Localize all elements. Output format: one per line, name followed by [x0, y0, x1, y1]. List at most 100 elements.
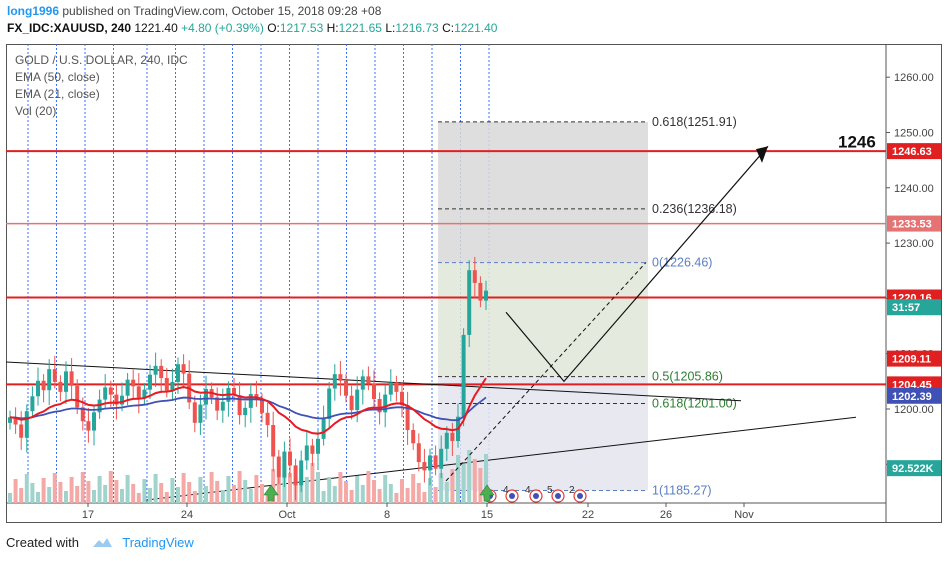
high-label: H:: [326, 21, 339, 35]
volume-bar: [366, 471, 371, 503]
volume-bar: [271, 469, 276, 503]
candle-body: [47, 369, 52, 391]
volume-bar: [164, 492, 169, 503]
candle-body: [416, 443, 421, 463]
volume-bar: [254, 475, 259, 503]
candle-body: [13, 417, 18, 425]
candle-body: [433, 455, 438, 469]
volume-bar: [176, 487, 180, 503]
volume-bar: [120, 489, 124, 503]
candle-body: [472, 270, 477, 283]
price-tag-box: [887, 387, 941, 404]
header: long1996 published on TradingView.com, O…: [0, 0, 946, 44]
event-flag-icon-center: [577, 493, 583, 499]
volume-bar: [13, 479, 18, 503]
candle-body: [310, 445, 315, 454]
volume-bar: [187, 482, 192, 503]
volume-bar: [232, 485, 236, 503]
candle-body: [299, 460, 304, 486]
up-arrow-marker-icon: [263, 484, 279, 502]
candle-body: [439, 448, 444, 469]
price-chart[interactable]: 0.618(1251.91) 0.236(1236.18) 0(1226.46) 0.…: [6, 44, 942, 523]
candle-body: [80, 407, 85, 422]
candle-body: [316, 438, 320, 454]
volume-bar: [75, 486, 80, 503]
candle-body: [103, 387, 108, 400]
candle-body: [411, 430, 416, 444]
candle-body: [428, 455, 432, 471]
candle-body: [293, 465, 298, 486]
volume-bar: [405, 488, 410, 503]
volume-bar: [422, 492, 427, 503]
volume-bar: [338, 472, 343, 503]
candle-body: [176, 364, 180, 382]
volume-bar: [428, 478, 432, 503]
ema21-line: [9, 377, 487, 435]
volume-bar: [237, 471, 242, 503]
x-tick-label: 24: [181, 509, 193, 521]
candle-body: [461, 334, 466, 417]
candle-body: [19, 424, 24, 438]
candle-body: [204, 389, 208, 405]
legend-title: GOLD / U.S. DOLLAR, 240, IDC: [15, 53, 188, 67]
candle-body: [444, 432, 449, 449]
candle-body: [120, 395, 124, 405]
volume-bar: [8, 493, 12, 503]
high-value: 1221.65: [338, 21, 382, 35]
candle-body: [58, 381, 63, 392]
footer: Created with TradingView: [6, 535, 194, 550]
low-label: L:: [385, 21, 396, 35]
volume-bar: [265, 493, 270, 503]
last-price: 1221.40: [134, 21, 178, 35]
event-count-label: 2: [569, 485, 575, 496]
volume-bar: [30, 483, 35, 503]
candle-body: [360, 376, 365, 390]
open-value: 1217.53: [279, 21, 324, 35]
candle-body: [232, 387, 236, 396]
candle-body: [394, 382, 399, 392]
tradingview-brand-link[interactable]: TradingView: [122, 535, 194, 550]
candle-body: [64, 371, 68, 392]
change-value: +4.80 (+0.39%): [181, 21, 264, 35]
volume-bar: [69, 477, 74, 503]
price-tag-label: 1246.63: [892, 146, 932, 158]
x-tick-label: 22: [582, 509, 594, 521]
event-flag-icon-center: [533, 493, 539, 499]
volume-bar: [92, 490, 96, 503]
volume-bar: [159, 483, 164, 503]
candle-body: [215, 397, 220, 411]
volume-bar: [444, 482, 449, 503]
volume-bar: [467, 450, 472, 503]
volume-bar: [461, 464, 466, 503]
volume-bar: [226, 476, 231, 503]
volume-bar: [86, 481, 91, 503]
candle-body: [237, 395, 242, 416]
legend-ema50: EMA (50, close): [15, 70, 100, 84]
candle-body: [136, 386, 141, 399]
volume-bar: [136, 493, 141, 503]
volume-bar: [377, 489, 382, 503]
volume-bar: [192, 491, 197, 503]
volume-bar: [114, 480, 119, 503]
projection-arrowhead: [756, 146, 768, 163]
volume-bar: [24, 474, 29, 503]
volume-bar: [131, 484, 136, 503]
fib-anchor-diagonal: [445, 262, 647, 482]
volume-bar: [142, 479, 147, 503]
fib-zone-upper: [438, 121, 648, 263]
candle-body: [108, 387, 113, 395]
y-tick-label: 1230.00: [894, 238, 934, 250]
candle-body: [30, 396, 35, 412]
candle-body: [327, 388, 332, 419]
fib-level-label: 1(1185.27): [652, 483, 712, 497]
author-link[interactable]: long1996: [7, 4, 60, 18]
candle-body: [467, 270, 472, 335]
candle-body: [388, 382, 393, 395]
volume-bar: [108, 471, 113, 503]
candle-body: [377, 399, 382, 413]
candle-body: [372, 383, 376, 400]
ohlc-line: FX_IDC:XAUUSD, 240 1221.40 +4.80 (+0.39%…: [7, 21, 497, 35]
volume-bar: [383, 475, 388, 503]
candle-body: [41, 380, 46, 391]
legend-ema21: EMA (21, close): [15, 87, 100, 101]
